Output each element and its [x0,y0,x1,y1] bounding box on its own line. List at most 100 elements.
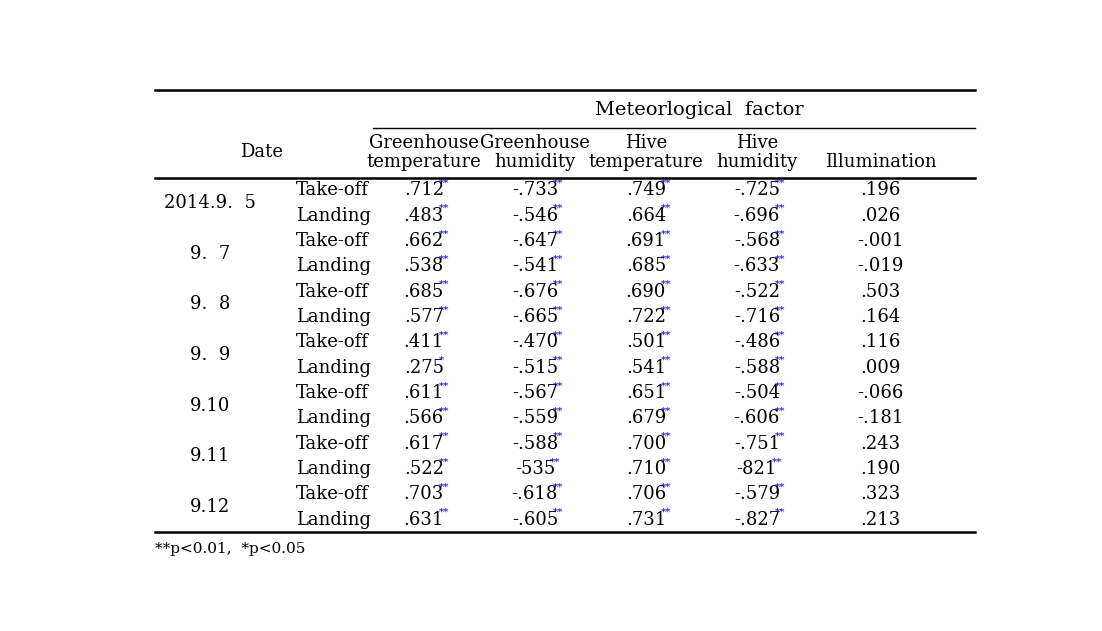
Text: **: ** [775,255,786,264]
Text: .700: .700 [626,435,666,453]
Text: **: ** [773,457,782,466]
Text: .164: .164 [861,308,901,326]
Text: humidity: humidity [495,153,575,171]
Text: **: ** [661,382,672,391]
Text: -535: -535 [515,460,555,478]
Text: **: ** [440,407,450,416]
Text: **: ** [661,204,672,213]
Text: **: ** [661,457,672,466]
Text: **: ** [553,305,563,314]
Text: **: ** [440,331,450,340]
Text: **: ** [440,432,450,441]
Text: .411: .411 [403,333,444,351]
Text: *: * [440,356,444,365]
Text: .541: .541 [626,359,666,377]
Text: 9.  7: 9. 7 [191,245,230,262]
Text: Landing: Landing [295,359,370,377]
Text: temperature: temperature [367,153,482,171]
Text: humidity: humidity [716,153,798,171]
Text: .503: .503 [861,283,901,301]
Text: .685: .685 [626,257,666,275]
Text: Landing: Landing [295,257,370,275]
Text: .026: .026 [861,207,901,225]
Text: -.633: -.633 [734,257,780,275]
Text: **: ** [553,280,563,289]
Text: **: ** [440,382,450,391]
Text: -.605: -.605 [511,510,558,529]
Text: -.541: -.541 [511,257,558,275]
Text: -.618: -.618 [511,485,558,504]
Text: **: ** [661,280,672,289]
Text: Take-off: Take-off [295,182,369,199]
Text: .323: .323 [861,485,901,504]
Text: .749: .749 [626,182,666,199]
Text: **: ** [553,407,563,416]
Text: -.559: -.559 [511,410,558,427]
Text: Landing: Landing [295,460,370,478]
Text: 9.  8: 9. 8 [191,295,230,314]
Text: Take-off: Take-off [295,435,369,453]
Text: **: ** [775,179,786,188]
Text: **: ** [553,432,563,441]
Text: **: ** [661,305,672,314]
Text: .712: .712 [403,182,444,199]
Text: .690: .690 [626,283,666,301]
Text: **: ** [553,382,563,391]
Text: .651: .651 [626,384,666,402]
Text: Landing: Landing [295,410,370,427]
Text: Date: Date [240,143,283,162]
Text: Hive: Hive [736,134,778,152]
Text: **: ** [440,483,450,492]
Text: **: ** [775,305,786,314]
Text: .664: .664 [626,207,666,225]
Text: **p<0.01,  *p<0.05: **p<0.01, *p<0.05 [154,543,305,557]
Text: **: ** [553,230,563,239]
Text: **: ** [775,204,786,213]
Text: -.588: -.588 [511,435,558,453]
Text: -.716: -.716 [734,308,780,326]
Text: Landing: Landing [295,510,370,529]
Text: -.567: -.567 [511,384,558,402]
Text: .566: .566 [403,410,444,427]
Text: .116: .116 [861,333,901,351]
Text: **: ** [440,280,450,289]
Text: **: ** [775,382,786,391]
Text: -.001: -.001 [857,232,904,250]
Text: -.725: -.725 [734,182,780,199]
Text: -.486: -.486 [734,333,780,351]
Text: **: ** [661,230,672,239]
Text: .722: .722 [626,308,666,326]
Text: .213: .213 [861,510,901,529]
Text: .190: .190 [861,460,901,478]
Text: .617: .617 [403,435,444,453]
Text: -.568: -.568 [734,232,780,250]
Text: -821: -821 [737,460,777,478]
Text: **: ** [775,280,786,289]
Text: -.647: -.647 [511,232,558,250]
Text: -.665: -.665 [511,308,558,326]
Text: -.606: -.606 [734,410,780,427]
Text: -.588: -.588 [734,359,780,377]
Text: Hive: Hive [625,134,667,152]
Text: .706: .706 [626,485,666,504]
Text: -.579: -.579 [734,485,780,504]
Text: .275: .275 [403,359,444,377]
Text: **: ** [661,179,672,188]
Text: -.181: -.181 [857,410,904,427]
Text: .611: .611 [403,384,444,402]
Text: **: ** [775,407,786,416]
Text: Take-off: Take-off [295,232,369,250]
Text: -.515: -.515 [511,359,558,377]
Text: .009: .009 [861,359,901,377]
Text: **: ** [550,457,561,466]
Text: -.546: -.546 [511,207,558,225]
Text: **: ** [553,483,563,492]
Text: -.066: -.066 [857,384,904,402]
Text: **: ** [553,331,563,340]
Text: .631: .631 [403,510,444,529]
Text: -.751: -.751 [734,435,780,453]
Text: .196: .196 [861,182,901,199]
Text: .703: .703 [403,485,444,504]
Text: **: ** [661,407,672,416]
Text: **: ** [553,255,563,264]
